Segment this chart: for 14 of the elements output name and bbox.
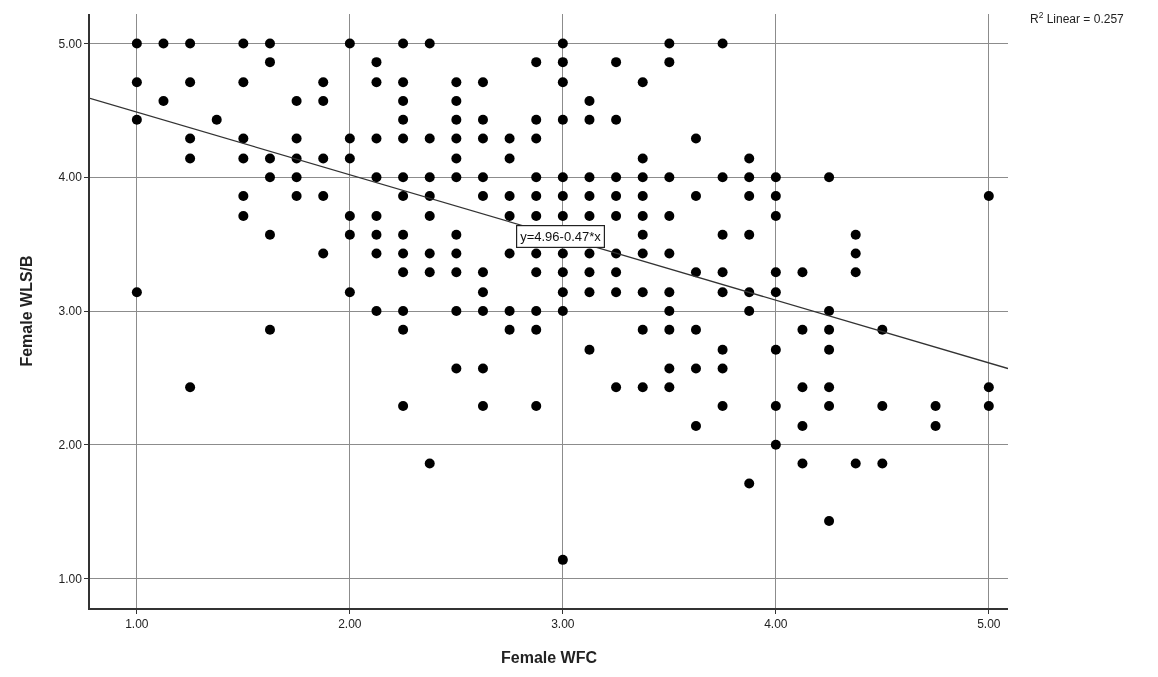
y-tick-label: 4.00 — [58, 170, 83, 185]
x-tick-label: 1.00 — [125, 617, 149, 632]
y-tick-label: 3.00 — [58, 304, 83, 319]
text: R$^{2}$ Linear = 0.257 — [1030, 10, 1125, 27]
x-tick-label: 4.00 — [764, 617, 788, 632]
x-tick-label: 2.00 — [338, 617, 362, 632]
y-tick-label: 5.00 — [58, 36, 83, 51]
y-axis-title: Female WLS/B — [17, 255, 35, 367]
x-axis-title: Female WFC — [500, 649, 598, 667]
y-tick-label: 1.00 — [58, 571, 83, 586]
annotation: y=4.96-0.47*x — [520, 229, 602, 245]
y-tick-label: 2.00 — [58, 437, 83, 452]
x-tick-label: 3.00 — [551, 617, 575, 632]
x-tick-label: 5.00 — [977, 617, 1001, 632]
